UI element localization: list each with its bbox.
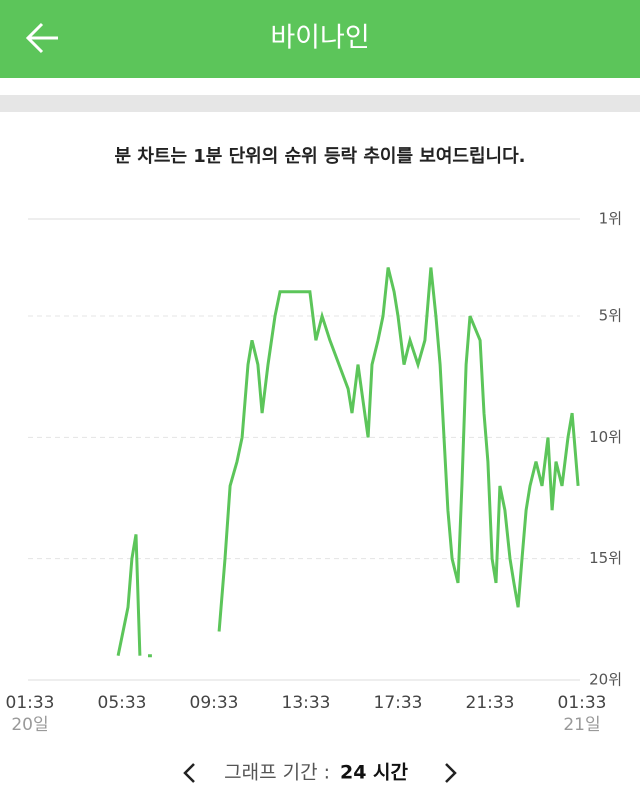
x-tick-label: 05:33: [98, 693, 147, 713]
y-tick-label: 15위: [589, 549, 622, 567]
x-tick-label: 09:33: [190, 693, 239, 713]
y-tick-label: 1위: [599, 210, 622, 228]
period-value: 24 시간: [340, 762, 409, 784]
y-tick-label: 10위: [589, 428, 622, 446]
header-bar: [0, 0, 640, 78]
x-tick-label: 01:33: [6, 693, 55, 713]
header-title: 바이나인: [270, 23, 369, 54]
rank-line: [116, 267, 580, 658]
back-button[interactable]: [25, 22, 58, 54]
x-tick-label: 21:33: [466, 693, 515, 713]
period-label: 그래프 기간 :: [224, 762, 330, 784]
notice: 분 차트는 1분 단위의 순위 등락 추이를 보여드립니다.: [115, 146, 526, 167]
divider: [0, 95, 640, 112]
date-label: 20일: [11, 715, 48, 735]
x-tick-label: 01:33: [558, 693, 607, 713]
x-tick-label: 17:33: [374, 693, 423, 713]
y-tick-label: 5위: [599, 307, 622, 325]
x-tick-label: 13:33: [282, 693, 331, 713]
prev-button[interactable]: [183, 763, 195, 783]
y-tick-label: 20위: [589, 671, 622, 689]
date-label: 21일: [563, 715, 600, 735]
chart: 1위 5위 10위 15위 20위 01:33 05:33 09:33 13:33 17:33 21…: [6, 210, 623, 736]
next-button[interactable]: [445, 763, 457, 783]
